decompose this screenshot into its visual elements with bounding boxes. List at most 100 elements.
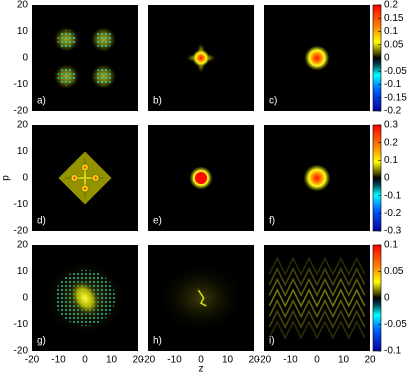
y-tick-label: -20 xyxy=(14,346,29,357)
dots xyxy=(94,30,113,49)
x-tick-label: 0 xyxy=(314,355,320,366)
colorbar-tick-label: 0.05 xyxy=(384,39,404,50)
colorbar-tick-label: -0.1 xyxy=(384,79,402,90)
dots xyxy=(94,67,113,86)
heatmap xyxy=(185,42,217,74)
y-tick-label: -10 xyxy=(14,199,29,210)
blob xyxy=(69,279,101,317)
x-tick-label: 10 xyxy=(222,355,234,366)
x-tick-label: 0 xyxy=(82,355,88,366)
colorbar-tick-label: 0.1 xyxy=(384,155,398,166)
y-tick-label: 20 xyxy=(17,240,29,251)
colorbar-tick-label: 0.2 xyxy=(384,137,398,148)
colorbar-tick-label: -0.05 xyxy=(384,319,407,330)
x-tick-label: 0 xyxy=(198,355,204,366)
colorbar-tick-label: 0 xyxy=(384,53,390,64)
dots xyxy=(57,67,76,86)
colorbar-tick-label: 0.2 xyxy=(384,0,398,11)
blob xyxy=(91,174,100,182)
heatmap xyxy=(53,26,117,90)
panel: e) xyxy=(148,125,254,231)
panel: d) xyxy=(32,125,138,231)
blob xyxy=(303,164,331,192)
blob xyxy=(197,289,207,307)
x-tick-label: -10 xyxy=(167,355,182,366)
heatmap xyxy=(304,45,330,71)
y-tick-label: 0 xyxy=(22,173,28,184)
x-tick-label: -20 xyxy=(25,355,40,366)
colorbar-tick-label: -0.2 xyxy=(384,208,402,219)
y-tick-label: -20 xyxy=(14,226,29,237)
panel-label: f) xyxy=(269,216,275,227)
y-tick-label: 10 xyxy=(17,146,29,157)
x-tick-label: 10 xyxy=(106,355,118,366)
x-tick-label: -20 xyxy=(257,355,272,366)
panel-label: e) xyxy=(153,216,162,227)
x-tick-label: 20 xyxy=(364,355,376,366)
dots xyxy=(57,30,76,49)
panel: b) xyxy=(148,5,254,111)
heatmap xyxy=(189,166,213,190)
panel: g) xyxy=(32,245,138,351)
heatmap xyxy=(58,151,112,205)
y-tick-label: 10 xyxy=(17,266,29,277)
panel-label: h) xyxy=(153,336,162,347)
x-tick-label: -10 xyxy=(51,355,66,366)
panel-background xyxy=(32,5,138,111)
x-axis-label: z xyxy=(199,364,204,375)
x-tick-label: 20 xyxy=(132,355,144,366)
panel: h) xyxy=(148,245,254,351)
x-tick-label: 20 xyxy=(248,355,260,366)
blob xyxy=(195,172,207,184)
wave xyxy=(268,288,366,308)
x-tick-label: -20 xyxy=(141,355,156,366)
y-tick-label: 20 xyxy=(17,120,29,131)
colorbar-tick-label: -0.1 xyxy=(384,346,402,357)
wave xyxy=(268,256,366,276)
y-tick-label: 0 xyxy=(22,293,28,304)
colorbar-tick-label: -0.15 xyxy=(384,92,407,103)
y-tick-label: -10 xyxy=(14,319,29,330)
blob xyxy=(83,156,87,200)
heatmap xyxy=(156,262,246,334)
colorbar-tick-label: 0.1 xyxy=(384,240,398,251)
heatmap xyxy=(43,260,127,336)
panel: f) xyxy=(264,125,370,231)
y-axis-label: p xyxy=(1,175,12,181)
colorbar-tick-label: 0.3 xyxy=(384,120,398,131)
x-tick-label: 10 xyxy=(338,355,350,366)
colorbar-tick-label: 0.1 xyxy=(384,26,398,37)
y-tick-label: -10 xyxy=(14,79,29,90)
x-tick-label: -10 xyxy=(283,355,298,366)
wave xyxy=(268,320,366,340)
blob xyxy=(192,49,210,67)
wave xyxy=(268,267,366,287)
y-tick-label: -20 xyxy=(14,106,29,117)
blob xyxy=(81,184,89,193)
blob xyxy=(81,163,89,172)
y-tick-label: 0 xyxy=(22,53,28,64)
heatmap xyxy=(268,256,366,340)
panel-label: a) xyxy=(37,96,46,107)
panel-label: i) xyxy=(269,336,275,347)
panel-label: c) xyxy=(269,96,277,107)
colorbar-tick-label: -0.2 xyxy=(384,106,402,117)
panel: a) xyxy=(32,5,138,111)
panel-label: b) xyxy=(153,96,162,107)
wave xyxy=(268,298,366,319)
panel: c) xyxy=(264,5,370,111)
panel-label: d) xyxy=(37,216,46,227)
blob xyxy=(304,45,330,71)
wave xyxy=(268,309,366,329)
colorbar-tick-label: -0.05 xyxy=(384,66,407,77)
panel-background xyxy=(264,245,370,351)
blob xyxy=(156,262,246,334)
colorbar-tick-label: 0 xyxy=(384,173,390,184)
heatmap xyxy=(303,164,331,192)
colorbar-tick-label: 0 xyxy=(384,293,390,304)
blob xyxy=(70,174,79,182)
y-tick-label: 20 xyxy=(17,0,29,11)
colorbar-tick-label: 0.15 xyxy=(384,13,404,24)
panel: i) xyxy=(264,245,370,351)
